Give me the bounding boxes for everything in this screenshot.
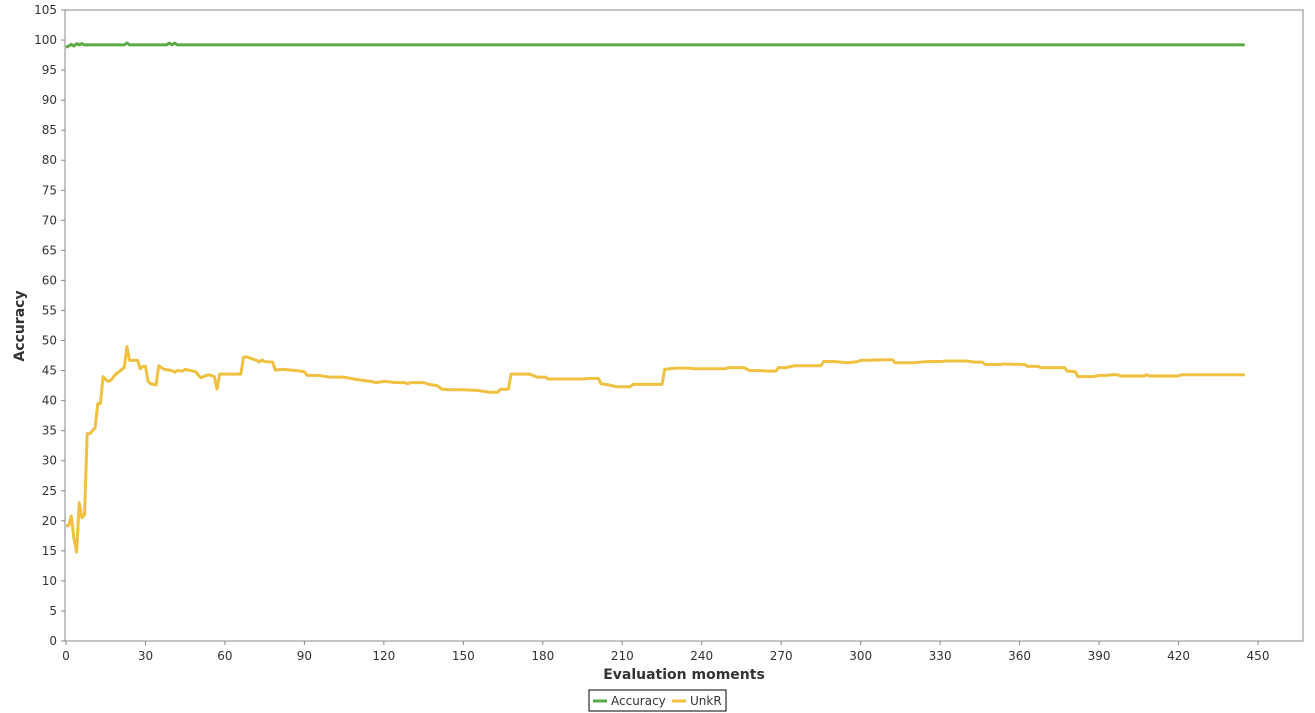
y-tick-label: 85	[42, 123, 57, 137]
x-tick-label: 90	[297, 649, 312, 663]
y-tick-label: 60	[42, 273, 57, 287]
y-tick-label: 75	[42, 183, 57, 197]
x-tick-label: 360	[1008, 649, 1031, 663]
y-tick-label: 95	[42, 63, 57, 77]
y-tick-label: 70	[42, 213, 57, 227]
x-tick-label: 60	[217, 649, 232, 663]
x-tick-label: 450	[1247, 649, 1270, 663]
y-tick-label: 90	[42, 93, 57, 107]
x-tick-label: 0	[62, 649, 70, 663]
x-tick-label: 210	[611, 649, 634, 663]
y-tick-label: 80	[42, 153, 57, 167]
y-tick-label: 100	[34, 33, 57, 47]
x-axis: 0 30 60 90 120 150 180 210 240 270 300 330 360 390 420…	[62, 641, 1269, 663]
y-tick-label: 45	[42, 364, 57, 378]
legend-label-unkr: UnkR	[690, 694, 722, 708]
y-tick-label: 55	[42, 303, 57, 317]
y-tick-label: 65	[42, 243, 57, 257]
legend: Accuracy UnkR	[588, 689, 727, 712]
x-tick-label: 420	[1167, 649, 1190, 663]
x-tick-label: 330	[929, 649, 952, 663]
y-tick-label: 35	[42, 424, 57, 438]
y-tick-label: 40	[42, 394, 57, 408]
x-tick-label: 240	[690, 649, 713, 663]
legend-label-accuracy: Accuracy	[611, 694, 666, 708]
y-tick-label: 10	[42, 574, 57, 588]
series-line-accuracy	[65, 41, 1245, 49]
y-tick-label: 0	[49, 634, 57, 648]
x-tick-label: 390	[1088, 649, 1111, 663]
y-tick-label: 15	[42, 544, 57, 558]
y-tick-label: 30	[42, 454, 57, 468]
y-axis: 0 5 10 15 20 25 30 35 40 45 50 55 60 65 70 75 80 85 90 95 10…	[34, 3, 65, 648]
plot-frame	[64, 9, 1304, 642]
x-tick-label: 180	[531, 649, 554, 663]
y-tick-label: 105	[34, 3, 57, 17]
series-layer	[65, 41, 1245, 554]
legend-box	[588, 689, 727, 712]
x-tick-label: 120	[372, 649, 395, 663]
series-line-unkr	[66, 345, 1245, 554]
x-axis-title: Evaluation moments	[603, 667, 765, 683]
x-tick-label: 30	[138, 649, 153, 663]
x-tick-label: 150	[452, 649, 475, 663]
y-tick-label: 50	[42, 334, 57, 348]
y-axis-title: Accuracy	[12, 290, 28, 361]
x-tick-label: 270	[770, 649, 793, 663]
y-tick-label: 25	[42, 484, 57, 498]
x-tick-label: 300	[849, 649, 872, 663]
y-tick-label: 20	[42, 514, 57, 528]
y-tick-label: 5	[49, 604, 57, 618]
